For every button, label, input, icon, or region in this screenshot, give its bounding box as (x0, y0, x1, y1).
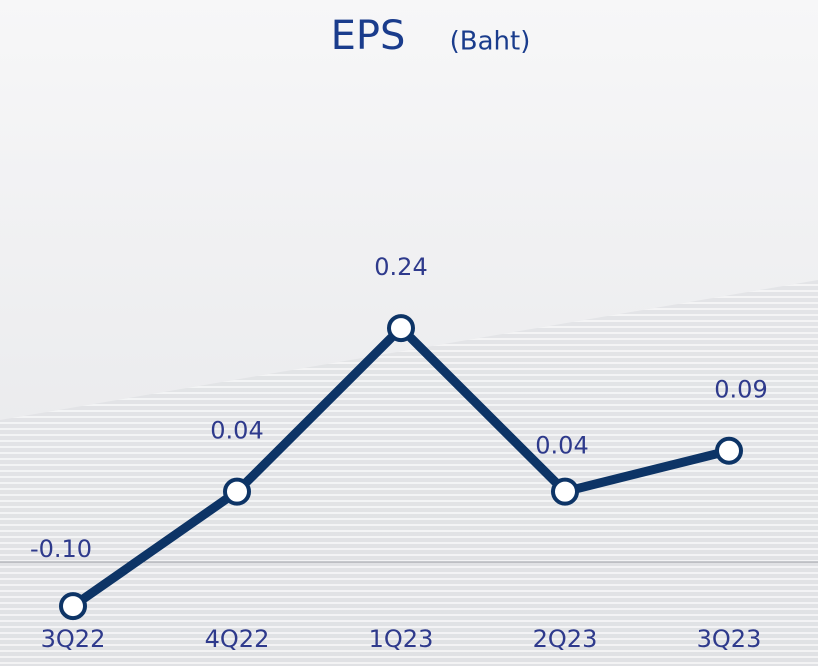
point (59, 592, 87, 621)
data-label: 0.04 (535, 432, 588, 460)
data-label: 0.09 (714, 376, 767, 404)
point (387, 314, 415, 343)
data-label: 0.24 (374, 253, 427, 281)
data-label: -0.10 (30, 535, 92, 563)
background-stripes (0, 280, 818, 666)
point (551, 477, 579, 506)
x-tick-label: 4Q22 (205, 625, 270, 653)
chart-title: EPS (331, 13, 406, 59)
x-tick-label: 2Q23 (533, 625, 598, 653)
chart-subtitle: (Baht) (450, 27, 531, 57)
point (223, 477, 251, 506)
x-tick-label: 3Q22 (41, 625, 106, 653)
x-tick-label: 1Q23 (369, 625, 434, 653)
data-label: 0.04 (210, 417, 263, 445)
x-tick-label: 3Q23 (697, 625, 762, 653)
point (715, 436, 743, 465)
